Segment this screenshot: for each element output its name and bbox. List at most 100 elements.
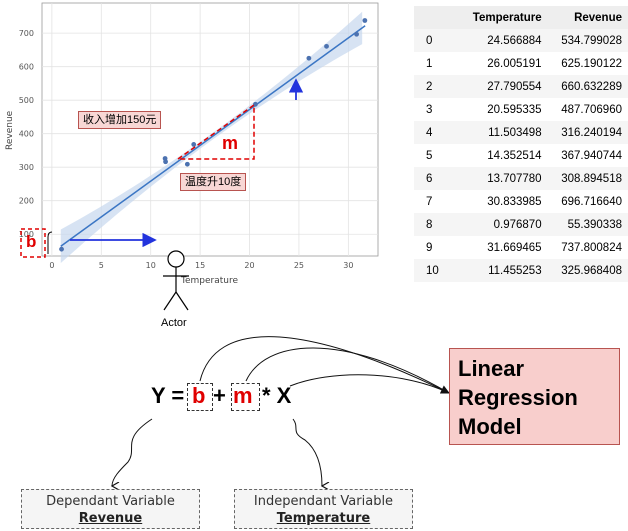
- formula-m-box: [231, 383, 260, 411]
- table-row: 3 20.595335 487.706960: [414, 98, 628, 121]
- data-points: [59, 18, 368, 252]
- x-tick-label: 20: [244, 261, 254, 270]
- x-to-independent-curve: [292, 418, 322, 486]
- m-to-model-curve: [245, 347, 450, 394]
- dependent-variable-title: Dependant Variable: [46, 494, 175, 509]
- y-tick-label: 700: [19, 29, 34, 38]
- revenue-cell: 737.800824: [561, 241, 622, 254]
- formula-times-x: * X: [262, 383, 292, 408]
- revenue-cell: 316.240194: [547, 121, 628, 144]
- intercept-label: b: [26, 232, 37, 251]
- tick-labels: 0 5 10 15 20 25 30 100 200 300 400 500 600 700: [19, 29, 354, 270]
- y-tick-label: 400: [19, 130, 34, 139]
- y-tick-label: 600: [19, 63, 34, 72]
- revenue-cell: 534.799028: [547, 29, 628, 52]
- formula-m: m: [233, 383, 253, 408]
- revenue-cell: 367.940744: [561, 149, 622, 162]
- model-title-line2: Regression: [458, 385, 578, 410]
- table-row: 5 14.352514 367.940744: [414, 144, 628, 167]
- temperature-cell: 20.595335: [487, 103, 542, 116]
- model-title-line1: Linear: [458, 356, 525, 381]
- data-point: [362, 18, 368, 23]
- row-index-cell: 7: [426, 195, 433, 208]
- temperature-cell: 30.833985: [487, 195, 542, 208]
- revenue-cell: 660.632289: [547, 75, 628, 98]
- revenue-cell: 487.706960: [561, 103, 622, 116]
- revenue-cell: 325.968408: [547, 259, 628, 282]
- intercept-box: [20, 228, 46, 258]
- row-index-cell: 10: [414, 259, 446, 282]
- table-row: 2 27.790554 660.632289: [414, 75, 628, 98]
- table-row: 1 26.005191 625.190122: [414, 52, 628, 75]
- temperature-cell: 27.790554: [445, 75, 548, 98]
- y-tick-label: 300: [19, 163, 34, 172]
- y-tick-label: 100: [19, 230, 34, 239]
- table-row: 4 11.503498 316.240194: [414, 121, 628, 144]
- row-index-cell: 0: [414, 29, 446, 52]
- data-point: [354, 31, 359, 37]
- data-point: [162, 156, 168, 161]
- x-to-model-curve: [289, 374, 450, 394]
- temperature-cell: 24.566884: [445, 29, 548, 52]
- data-point: [59, 246, 64, 252]
- column-header-temperature: Temperature: [445, 6, 548, 29]
- table-header-row: Temperature Revenue: [414, 6, 628, 29]
- formula-b: b: [192, 383, 206, 408]
- row-index-cell: 4: [414, 121, 446, 144]
- column-header-revenue: Revenue: [547, 6, 628, 29]
- y-tick-label: 200: [19, 197, 34, 206]
- x-tick-label: 5: [99, 261, 104, 270]
- temperature-cell: 0.976870: [445, 213, 548, 236]
- regression-line-path: [60, 25, 366, 247]
- actor-figure: [163, 250, 189, 311]
- x-tick-label: 0: [49, 261, 54, 270]
- revenue-increase-note: 收入增加150元: [78, 111, 162, 129]
- x-tick-label: 15: [195, 261, 205, 270]
- column-header-index: [414, 6, 446, 29]
- temperature-cell: 11.455253: [445, 259, 548, 282]
- revenue-cell: 308.894518: [547, 167, 628, 190]
- temperature-cell: 31.669465: [487, 241, 542, 254]
- formula-y: Y =: [151, 383, 185, 408]
- regression-line: [60, 25, 366, 247]
- y-to-dependent-curve: [112, 418, 153, 486]
- table-body: 0 24.566884 534.799028 1 26.005191 625.190122…: [414, 29, 628, 282]
- slope-label: m: [222, 133, 239, 153]
- row-index-cell: 5: [426, 149, 433, 162]
- revenue-cell: 55.390338: [547, 213, 628, 236]
- data-point: [184, 161, 190, 167]
- formula-plus: +: [213, 383, 226, 408]
- formula-b-box: [187, 383, 213, 411]
- data-point: [306, 55, 312, 61]
- temperature-cell: 26.005191: [487, 57, 542, 70]
- table-row: 7 30.833985 696.716640: [414, 190, 628, 213]
- dependent-variable-box: Dependant Variable Revenue: [21, 489, 200, 529]
- slope-triangle: [175, 103, 255, 160]
- data-point: [324, 43, 329, 49]
- linear-regression-model-box: Linear Regression Model: [449, 348, 620, 445]
- y-tick-label: 500: [19, 96, 34, 105]
- row-index-cell: 6: [414, 167, 446, 190]
- table-row: 6 13.707780 308.894518: [414, 167, 628, 190]
- revenue-cell: 625.190122: [561, 57, 622, 70]
- b-to-model-curve: [199, 336, 450, 394]
- temperature-increase-note: 温度升10度: [180, 173, 247, 191]
- table-row: 10 11.455253 325.968408: [414, 259, 628, 282]
- model-title-line3: Model: [458, 414, 522, 439]
- actor-label: Actor: [161, 317, 187, 329]
- row-index-cell: 2: [414, 75, 446, 98]
- x-tick-label: 30: [343, 261, 353, 270]
- data-point: [253, 101, 258, 107]
- temperature-cell: 11.503498: [445, 121, 548, 144]
- table-row: 9 31.669465 737.800824: [414, 236, 628, 259]
- row-index-cell: 9: [426, 241, 433, 254]
- row-index-cell: 8: [414, 213, 446, 236]
- dependent-variable-name: Revenue: [78, 511, 143, 526]
- grid-lines: [42, 3, 378, 256]
- data-point: [191, 142, 197, 147]
- independent-variable-name: Temperature: [276, 511, 371, 526]
- x-tick-label: 25: [294, 261, 304, 270]
- x-tick-label: 10: [146, 261, 156, 270]
- data-table: Temperature Revenue 0 24.566884 534.799028…: [414, 6, 628, 282]
